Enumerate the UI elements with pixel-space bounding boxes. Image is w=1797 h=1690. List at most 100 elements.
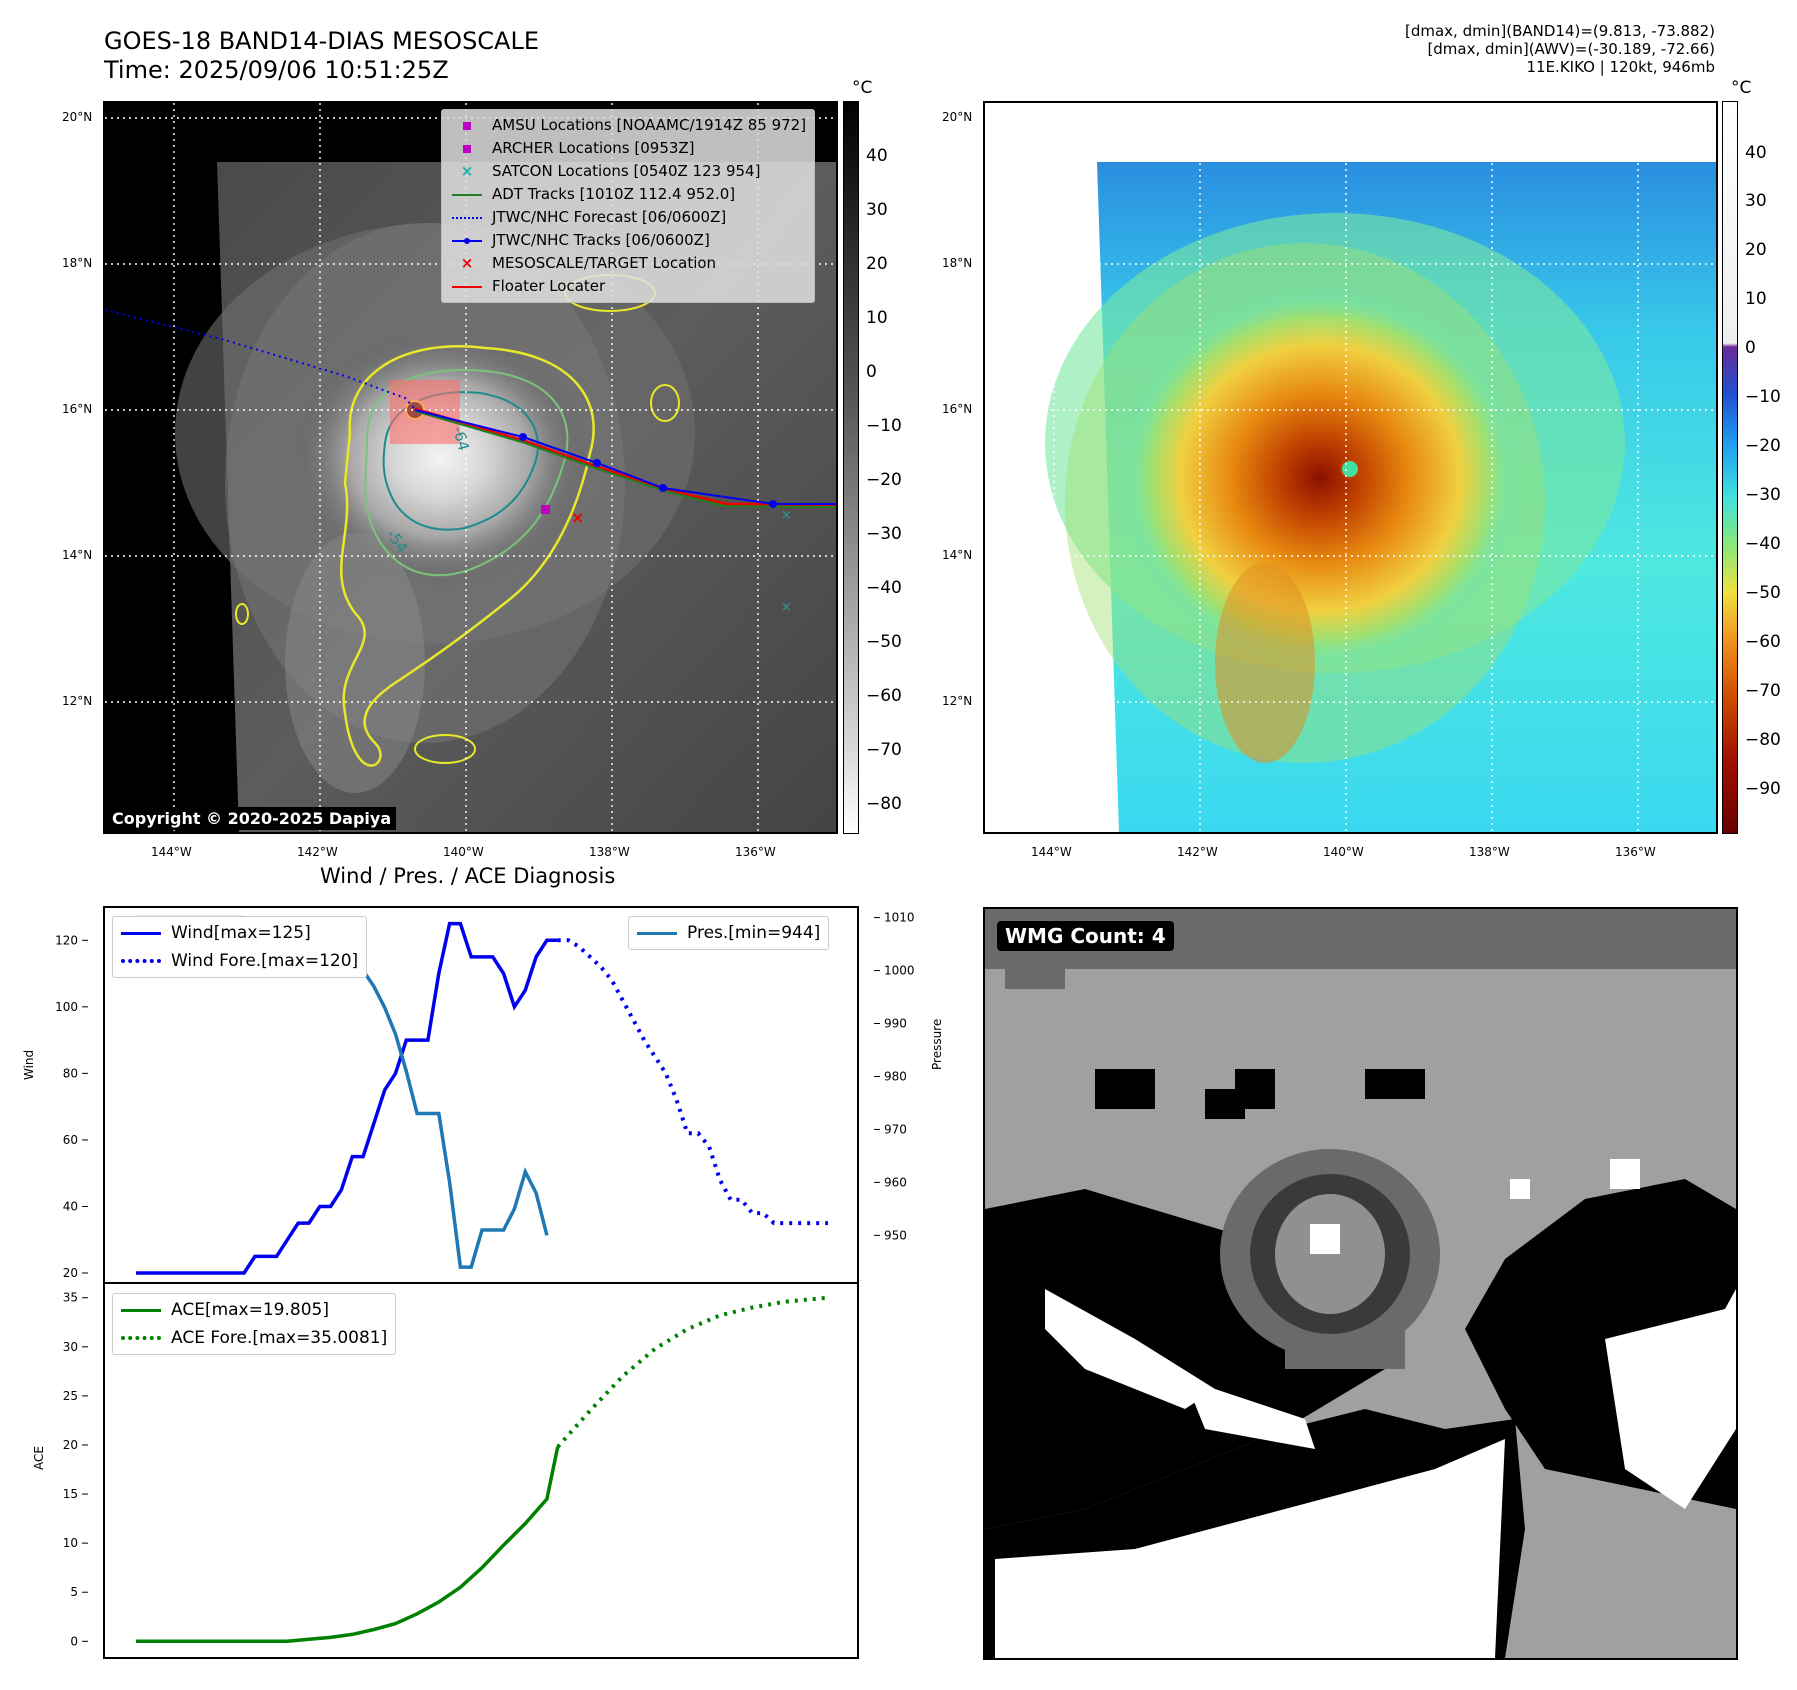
ace-lines [136, 1295, 829, 1644]
wmg-panel: WMG Count: 4 [983, 907, 1738, 1660]
tick-label: 980 [884, 1069, 907, 1083]
wmg-eye-region [1220, 1149, 1440, 1359]
target-location-marker: × [571, 508, 584, 527]
wmg-count-badge: WMG Count: 4 [997, 921, 1174, 951]
jtwc-track-point [769, 500, 777, 508]
awv-colorbar-unit: °C [1731, 78, 1752, 98]
wind-legend: Wind[max=125] Wind Fore.[max=120] [112, 916, 368, 978]
awv-colorbar [1722, 101, 1738, 834]
tick-label: 960 [884, 1175, 907, 1189]
ir-contour-green [364, 369, 569, 577]
tick-label: 100 [55, 1000, 78, 1014]
legend-wind-fore: Wind Fore.[max=120] [121, 947, 358, 975]
awv-lat-tick: 18°N [942, 256, 973, 270]
floater-track [414, 407, 836, 507]
ir-lon-tick: 140°W [443, 845, 484, 859]
awv-colorbar-tick: −50 [1745, 583, 1781, 603]
legend-label: ACE Fore.[max=35.0081] [171, 1328, 388, 1348]
wmg-black-cell [1095, 1069, 1155, 1109]
awv-gridlines [985, 103, 1716, 832]
legend-jtwc-forecast: JTWC/NHC Forecast [06/0600Z] [450, 206, 806, 229]
legend-label: Pres.[min=944] [687, 923, 821, 943]
legend-mesoscale-target: × MESOSCALE/TARGET Location [450, 252, 806, 275]
awv-colorbar-tick: 30 [1745, 191, 1767, 211]
ir-colorbar-tick: −10 [866, 416, 902, 436]
awv-lon-tick: 140°W [1323, 845, 1364, 859]
amsu-location-marker [541, 505, 550, 514]
ir-contour-e [650, 384, 680, 422]
jtwc-track-point [659, 484, 667, 492]
legend-swatch-dotted [121, 959, 161, 963]
legend-label: Floater Locater [492, 277, 606, 295]
tick-label: 25 [63, 1389, 78, 1403]
wmg-black-cell [1205, 1089, 1245, 1119]
legend-amsu: AMSU Locations [NOAAMC/1914Z 85 972] [450, 114, 806, 137]
stats-info: [dmax, dmin](BAND14)=(9.813, -73.882) [d… [1405, 22, 1715, 76]
awv-colorbar-tick: −10 [1745, 387, 1781, 407]
awv-colorbar-tick: −40 [1745, 534, 1781, 554]
wmg-white-band-2 [1185, 1379, 1315, 1449]
tick-label: 15 [63, 1487, 78, 1501]
awv-colorbar-tick: 0 [1745, 338, 1756, 358]
contour-label-64: -64 [449, 424, 473, 452]
tick-label: 40 [63, 1199, 78, 1213]
legend-label: Wind[max=125] [171, 923, 311, 943]
awv-colorbar-tick: −80 [1745, 730, 1781, 750]
legend-swatch-dotted [121, 1336, 161, 1340]
legend-ace-fore: ACE Fore.[max=35.0081] [121, 1324, 387, 1352]
legend-swatch-solid [637, 931, 677, 935]
legend-label: Wind Fore.[max=120] [171, 951, 359, 971]
awv-storm-core [1120, 288, 1520, 668]
ir-lon-tick: 142°W [297, 845, 338, 859]
stats-awv: [dmax, dmin](AWV)=(-30.189, -72.66) [1427, 40, 1715, 58]
legend-label: JTWC/NHC Tracks [06/0600Z] [492, 231, 710, 249]
legend-ace: ACE[max=19.805] [121, 1296, 387, 1324]
ir-lat-tick: 12°N [62, 694, 93, 708]
ir-lon-tick: 136°W [735, 845, 776, 859]
awv-lat-tick: 20°N [942, 110, 973, 124]
ir-colorbar-tick: −40 [866, 578, 902, 598]
legend-label: ADT Tracks [1010Z 112.4 952.0] [492, 185, 736, 203]
ir-lat-tick: 18°N [62, 256, 93, 270]
wmg-white-cell [1610, 1159, 1640, 1189]
ir-lat-tick: 20°N [62, 110, 93, 124]
ir-contour-yellow [340, 345, 595, 767]
copyright-label: Copyright © 2020-2025 Dapiya [107, 807, 397, 830]
ir-lat-tick: 14°N [62, 548, 93, 562]
ir-colorbar-tick: −60 [866, 686, 902, 706]
ir-colorbar-tick: −20 [866, 470, 902, 490]
ir-colorbar-tick: 20 [866, 254, 888, 274]
ir-contour-w [235, 603, 249, 625]
awv-colorbar-tick: −70 [1745, 681, 1781, 701]
series-line [557, 938, 828, 1226]
satcon-location-marker: × [781, 600, 792, 615]
tick-label: 120 [55, 933, 78, 947]
series-line [136, 1446, 560, 1644]
awv-colorbar-tick: −30 [1745, 485, 1781, 505]
awv-map [985, 103, 1716, 832]
jtwc-track [414, 409, 836, 505]
ir-colorbar [843, 101, 859, 834]
ir-legend: AMSU Locations [NOAAMC/1914Z 85 972] ARC… [441, 109, 816, 303]
legend-swatch-solid [121, 1308, 161, 1312]
legend-pres: Pres.[min=944] [637, 919, 820, 947]
series-line [556, 1295, 829, 1449]
ir-colorbar-tick: 0 [866, 362, 877, 382]
awv-southern-band [1215, 563, 1315, 763]
adt-track [414, 410, 836, 508]
awv-lat-tick: 16°N [942, 402, 973, 416]
tick-label: 30 [63, 1340, 78, 1354]
tick-label: 20 [63, 1438, 78, 1452]
legend-label: ARCHER Locations [0953Z] [492, 139, 695, 157]
storm-info: 11E.KIKO | 120kt, 946mb [1526, 58, 1715, 76]
ir-colorbar-unit: °C [852, 78, 873, 98]
ir-storm-core [290, 328, 590, 588]
satcon-location-marker: × [781, 508, 792, 523]
legend-swatch-solid [121, 931, 161, 935]
chart-time: Time: 2025/09/06 10:51:25Z [104, 56, 449, 84]
ir-map-panel: × × × -64 -54 Copyright © 2020-2025 Dapi… [103, 101, 838, 834]
jtwc-track-point [593, 459, 601, 467]
legend-floater: Floater Locater [450, 275, 806, 298]
ir-colorbar-tick: 30 [866, 200, 888, 220]
wind-ticks: 120 100 80 60 40 20 [55, 933, 88, 1280]
